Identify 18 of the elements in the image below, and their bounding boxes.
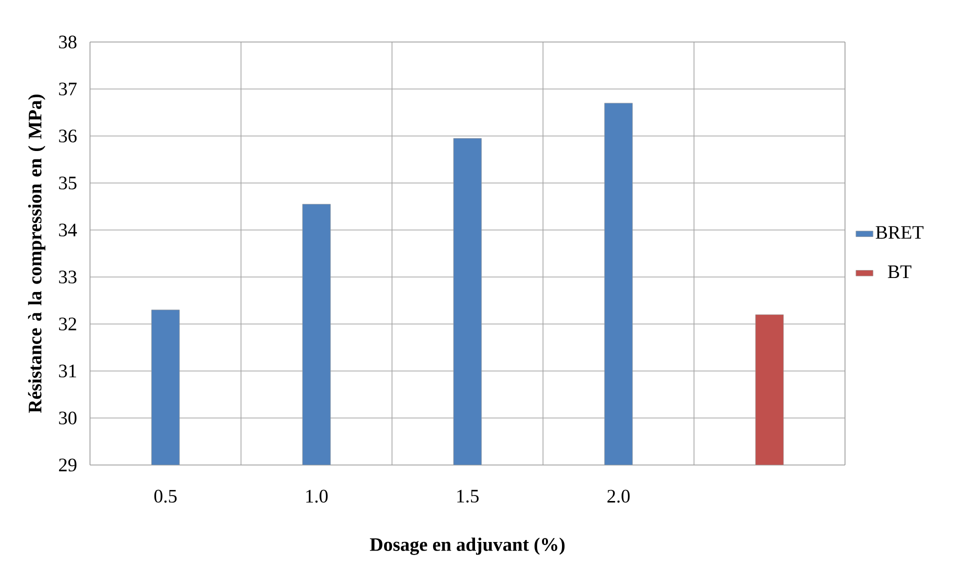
x-tick-label: 1.0 <box>306 490 328 503</box>
y-tick-label: 38 <box>59 36 76 48</box>
y-tick-label: 34 <box>59 224 77 236</box>
y-tick-label: 32 <box>59 318 76 330</box>
y-tick-label: 29 <box>59 458 76 472</box>
y-tick-label: 37 <box>59 82 77 96</box>
x-tick-label: 2.0 <box>607 490 630 503</box>
y-tick-label: 31 <box>59 364 76 378</box>
y-tick-label: 36 <box>59 130 77 142</box>
y-axis-title: Résistance à la compression en ( MPa) <box>28 94 46 413</box>
y-tick-label: 35 <box>59 176 76 190</box>
legend-label: BRET <box>876 226 924 239</box>
x-tick-label: 1.5 <box>457 490 479 503</box>
y-tick-label: 33 <box>59 270 76 284</box>
x-axis-title: Dosage en adjuvant (%) <box>370 538 565 555</box>
legend-label: BT <box>888 266 912 278</box>
y-tick-label: 30 <box>59 412 76 424</box>
x-tick-label: 0.5 <box>154 490 177 503</box>
